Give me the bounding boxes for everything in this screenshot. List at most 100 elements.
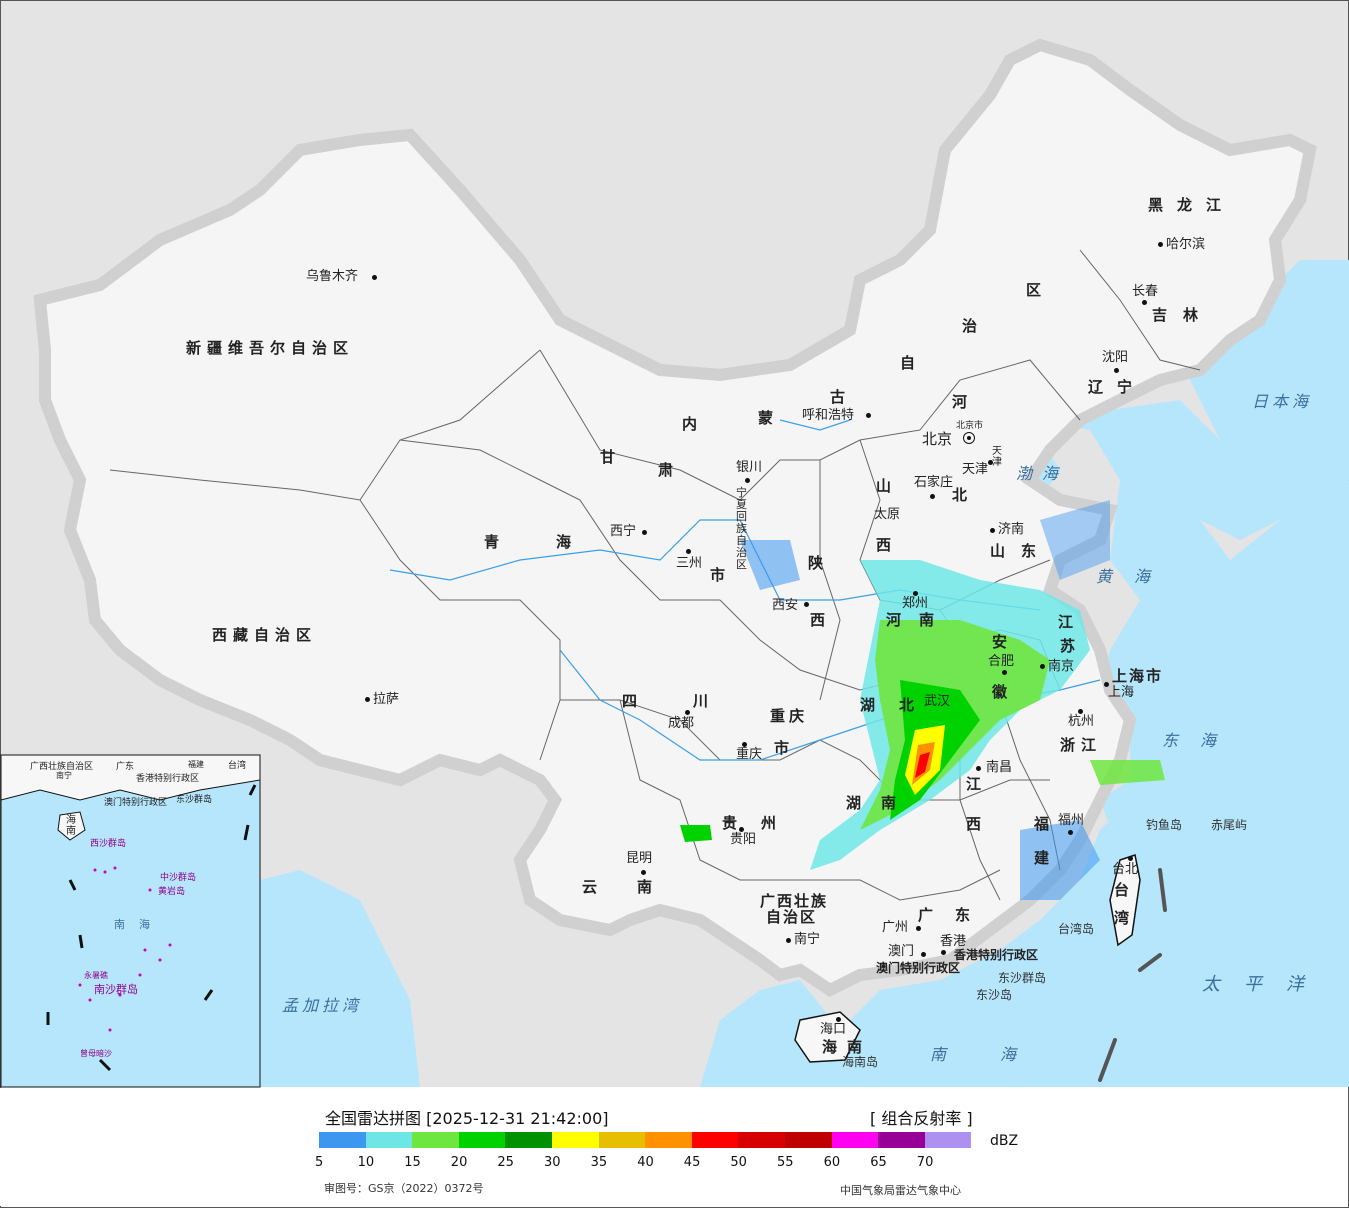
inset-label-xisha: 西沙群岛	[90, 839, 127, 849]
color-swatch	[691, 1132, 739, 1148]
province-label-guangdong: 广东	[918, 906, 993, 924]
color-tick-label: 60	[823, 1155, 841, 1170]
city-label-taipei: 台北	[1112, 862, 1139, 877]
city-label-yinchuan: 银川	[736, 460, 763, 475]
city-label-guiyang: 贵阳	[730, 832, 757, 847]
island-label-hainan: 海南岛	[842, 1055, 879, 1069]
city-dot	[1142, 300, 1147, 305]
province-label-neimenggu-1: 内	[682, 415, 710, 433]
province-label-zhejiang: 浙江	[1060, 736, 1103, 754]
city-label-shanghai-city: 上海	[1108, 685, 1135, 700]
hainan-land	[794, 1011, 861, 1063]
city-label-haikou: 海口	[820, 1022, 847, 1037]
province-label-henan: 河南	[886, 611, 953, 629]
province-label-gansu-2: 肃	[658, 461, 686, 479]
city-label-lhasa: 拉萨	[373, 692, 400, 707]
province-label-neimenggu-3: 古	[830, 388, 858, 406]
color-swatch	[738, 1132, 785, 1148]
province-label-shanxi-2: 西	[876, 536, 904, 554]
island-label-dongsha-dao: 东沙岛	[976, 988, 1013, 1002]
province-label-sichuan: 四川	[622, 692, 765, 710]
city-dot	[739, 827, 744, 832]
province-label-chongqing-2: 市	[774, 739, 802, 757]
island-label-chiwei: 赤尾屿	[1211, 818, 1248, 832]
province-label-anhui-1: 安	[992, 633, 1020, 651]
source-credit: 中国气象局雷达气象中心	[840, 1184, 961, 1197]
province-label-shanxi-1: 山	[876, 477, 904, 495]
color-tick-label: 65	[870, 1155, 887, 1170]
city-label-taiyuan: 太原	[874, 507, 901, 522]
province-label-fujian-2: 建	[1034, 849, 1062, 867]
province-label-xizang: 西藏自治区	[212, 626, 318, 644]
province-label-tianjin-shi: 天津	[992, 446, 1002, 468]
color-swatch	[645, 1132, 692, 1148]
city-dot	[745, 478, 750, 483]
inset-dash-line	[46, 784, 257, 1072]
city-dot	[866, 413, 871, 418]
sea-label-bengal: 孟加拉湾	[282, 996, 363, 1015]
city-label-chengdu: 成都	[668, 716, 695, 731]
legend-unit: dBZ	[990, 1133, 1019, 1149]
city-dot	[1078, 709, 1083, 714]
color-swatch	[412, 1132, 459, 1148]
city-label-beijing: 北京	[922, 430, 953, 448]
color-tick-label: 15	[404, 1155, 421, 1170]
city-dot	[1104, 682, 1109, 687]
province-label-guangxi-2: 自治区	[766, 908, 818, 926]
radar-echoes	[680, 500, 1165, 900]
city-dot	[1002, 670, 1007, 675]
approval-number: 审图号：GS京（2022）0372号	[324, 1182, 484, 1195]
city-dot	[742, 742, 747, 747]
color-tick-label: 25	[497, 1155, 514, 1170]
radar-map	[0, 1, 1349, 1088]
city-dot	[1158, 242, 1163, 247]
province-label-liaoning: 辽宁	[1088, 378, 1147, 396]
city-label-tianjin: 天津	[962, 462, 989, 477]
province-label-jiangxi-1: 江	[966, 775, 994, 793]
city-dot	[1128, 856, 1133, 861]
inset-label-guangxi: 广西壮族自治区	[30, 762, 94, 772]
city-dot	[916, 926, 921, 931]
province-label-guangxi-1: 广西壮族	[760, 892, 829, 910]
color-tick-label: 45	[683, 1155, 701, 1170]
color-tick-label: 50	[730, 1155, 747, 1170]
city-dot	[642, 530, 647, 535]
south-sea-inset	[0, 754, 261, 1088]
color-tick-label: 30	[544, 1155, 561, 1170]
color-swatch	[598, 1132, 646, 1148]
color-tick-label: 5	[315, 1155, 324, 1170]
legend-product: [ 组合反射率 ]	[870, 1109, 973, 1128]
province-label-chongqing-1: 重庆	[770, 707, 809, 725]
city-label-wuhan: 武汉	[924, 694, 951, 709]
city-label-hongkong-city: 香港	[940, 934, 967, 949]
city-dot	[930, 494, 935, 499]
sea-label-south: 南海	[930, 1045, 1071, 1064]
inset-label-fujian: 福建	[188, 760, 204, 769]
inset-label-zhongsha: 中沙群岛	[160, 873, 197, 883]
city-label-shijiazhuang: 石家庄	[914, 475, 954, 490]
inset-label-taiwan: 台湾	[228, 761, 247, 771]
color-tick-label: 70	[916, 1155, 934, 1170]
island-label-dongsha-qundao: 东沙群岛	[998, 971, 1047, 985]
inset-label-huangyan: 黄岩岛	[158, 887, 186, 897]
province-label-guizhou: 贵州	[722, 814, 801, 832]
province-label-gansu-city: 市	[710, 566, 738, 584]
province-label-ningxia: 宁夏回族自治区	[736, 486, 747, 571]
color-swatch	[831, 1132, 879, 1148]
city-dot	[686, 549, 691, 554]
east-sea-area	[840, 400, 1230, 1087]
city-dot	[1114, 368, 1119, 373]
province-label-xinjiang: 新疆维吾尔自治区	[186, 339, 355, 357]
sea-label-bohai: 渤海	[1016, 464, 1069, 483]
city-dot	[1068, 830, 1073, 835]
inset-label-zengmu: 曾母暗沙	[80, 1049, 112, 1058]
city-dot	[804, 602, 809, 607]
city-label-macau-city: 澳门	[888, 944, 915, 959]
city-dot	[941, 950, 946, 955]
color-tick-label: 20	[450, 1155, 468, 1170]
city-label-zhengzhou: 郑州	[902, 596, 929, 611]
city-label-xining: 西宁	[610, 524, 637, 539]
color-swatch	[785, 1132, 832, 1148]
city-dot	[836, 1017, 841, 1022]
color-swatch	[365, 1132, 413, 1148]
